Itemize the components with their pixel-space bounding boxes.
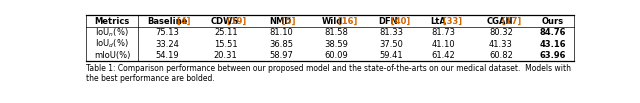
Text: 58.97: 58.97 xyxy=(269,51,293,60)
Text: 81.33: 81.33 xyxy=(380,29,404,37)
Text: mIoU(%): mIoU(%) xyxy=(93,51,130,60)
Text: LtA: LtA xyxy=(431,17,446,26)
Text: Table 1: Comparison performance between our proposed model and the state-of-the-: Table 1: Comparison performance between … xyxy=(86,64,571,73)
Text: Metrics: Metrics xyxy=(94,17,129,26)
Text: 81.58: 81.58 xyxy=(324,29,348,37)
Text: NMD: NMD xyxy=(269,17,292,26)
Text: 60.82: 60.82 xyxy=(489,51,513,60)
Text: 61.42: 61.42 xyxy=(432,51,456,60)
Text: 75.13: 75.13 xyxy=(156,29,179,37)
Text: 36.85: 36.85 xyxy=(269,40,293,49)
Text: [5]: [5] xyxy=(280,17,296,26)
Text: 80.32: 80.32 xyxy=(489,29,513,37)
Text: 43.16: 43.16 xyxy=(540,40,566,49)
Text: 15.51: 15.51 xyxy=(214,40,237,49)
Text: 81.73: 81.73 xyxy=(431,29,456,37)
Text: [16]: [16] xyxy=(335,17,357,26)
Text: 25.11: 25.11 xyxy=(214,29,237,37)
Text: Ours: Ours xyxy=(542,17,564,26)
Text: Wild: Wild xyxy=(321,17,343,26)
Text: 41.10: 41.10 xyxy=(432,40,456,49)
Text: Baseline: Baseline xyxy=(147,17,188,26)
Text: IoU$_d$(%): IoU$_d$(%) xyxy=(95,38,129,50)
Text: the best performance are bolded.: the best performance are bolded. xyxy=(86,74,214,83)
Text: 20.31: 20.31 xyxy=(214,51,237,60)
Text: [17]: [17] xyxy=(499,17,522,26)
Text: [40]: [40] xyxy=(388,17,410,26)
Text: 59.41: 59.41 xyxy=(380,51,403,60)
Text: [4]: [4] xyxy=(174,17,190,26)
Text: CGAN: CGAN xyxy=(486,17,513,26)
Text: IoU$_n$(%): IoU$_n$(%) xyxy=(95,27,129,39)
Text: 41.33: 41.33 xyxy=(489,40,513,49)
Text: CDWS: CDWS xyxy=(211,17,239,26)
Text: [33]: [33] xyxy=(440,17,462,26)
Text: 63.96: 63.96 xyxy=(540,51,566,60)
Text: 81.10: 81.10 xyxy=(269,29,293,37)
Text: 38.59: 38.59 xyxy=(324,40,348,49)
Text: [19]: [19] xyxy=(224,17,246,26)
Text: 84.76: 84.76 xyxy=(540,29,566,37)
Text: 37.50: 37.50 xyxy=(380,40,403,49)
Text: 54.19: 54.19 xyxy=(156,51,179,60)
Text: DFN: DFN xyxy=(378,17,398,26)
Text: 33.24: 33.24 xyxy=(156,40,179,49)
Text: 60.09: 60.09 xyxy=(324,51,348,60)
